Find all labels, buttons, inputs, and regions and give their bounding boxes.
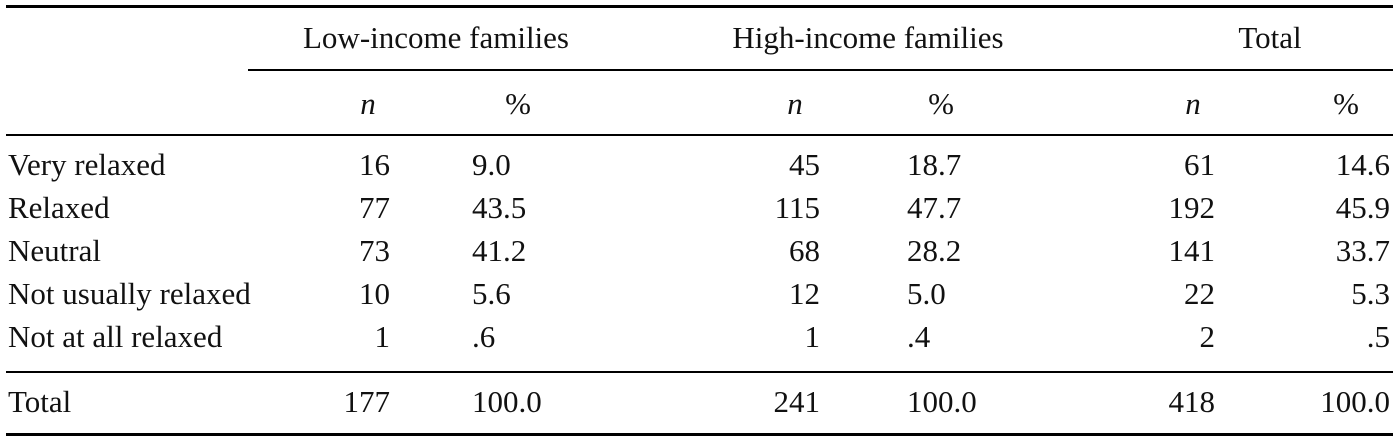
cell-low-n: 16	[359, 147, 390, 182]
subheader-total-percent: %	[1333, 86, 1359, 121]
cell-high-percent: 47.7	[907, 190, 962, 225]
subheader-low-percent: %	[505, 86, 531, 121]
group-header-total: Total	[1238, 20, 1302, 55]
cell-low-n: 73	[359, 233, 390, 268]
cell-low-percent: .6	[472, 319, 496, 354]
group-header-rule	[248, 69, 1393, 71]
subheader-total-n: n	[1185, 86, 1201, 121]
subheader-high-percent: %	[928, 86, 954, 121]
cell-high-n: 68	[789, 233, 820, 268]
cell-low-percent: 9.0	[472, 147, 511, 182]
cell-total-n: 61	[1184, 147, 1215, 182]
group-header-high-income: High-income families	[732, 20, 1004, 55]
cell-high-n: 12	[789, 276, 820, 311]
cell-high-percent: 28.2	[907, 233, 962, 268]
total-low-n: 177	[343, 384, 391, 419]
cell-high-percent: .4	[907, 319, 931, 354]
total-low-percent: 100.0	[472, 384, 542, 419]
cell-low-n: 1	[374, 319, 391, 354]
total-total-percent: 100.0	[1320, 384, 1390, 419]
subheader-rule	[6, 134, 1393, 136]
cell-low-percent: 41.2	[472, 233, 527, 268]
cell-total-percent: 14.6	[1335, 147, 1390, 182]
cell-total-percent: 5.3	[1351, 276, 1390, 311]
total-total-n: 418	[1168, 384, 1216, 419]
row-label: Very relaxed	[8, 147, 166, 182]
cell-total-n: 22	[1184, 276, 1215, 311]
row-label: Not usually relaxed	[8, 276, 251, 311]
cell-total-n: 141	[1168, 233, 1216, 268]
total-high-n: 241	[773, 384, 821, 419]
total-rule	[6, 371, 1393, 373]
cell-total-percent: .5	[1366, 319, 1390, 354]
top-rule	[6, 5, 1393, 8]
cell-total-n: 192	[1168, 190, 1216, 225]
cell-low-n: 77	[359, 190, 390, 225]
cell-high-percent: 5.0	[907, 276, 946, 311]
cell-high-n: 1	[804, 319, 821, 354]
cell-total-percent: 45.9	[1335, 190, 1390, 225]
cell-high-n: 115	[774, 190, 820, 225]
subheader-high-n: n	[787, 86, 803, 121]
bottom-rule	[6, 433, 1393, 436]
cell-high-n: 45	[789, 147, 820, 182]
total-high-percent: 100.0	[907, 384, 977, 419]
row-label: Relaxed	[8, 190, 110, 225]
cell-total-percent: 33.7	[1335, 233, 1390, 268]
cell-low-n: 10	[359, 276, 390, 311]
subheader-low-n: n	[360, 86, 376, 121]
row-label: Neutral	[8, 233, 101, 268]
cell-high-percent: 18.7	[907, 147, 962, 182]
group-header-low-income: Low-income families	[303, 20, 569, 55]
total-label: Total	[8, 384, 72, 419]
row-label: Not at all relaxed	[8, 319, 223, 354]
cell-low-percent: 5.6	[472, 276, 511, 311]
cell-low-percent: 43.5	[472, 190, 527, 225]
cell-total-n: 2	[1199, 319, 1216, 354]
